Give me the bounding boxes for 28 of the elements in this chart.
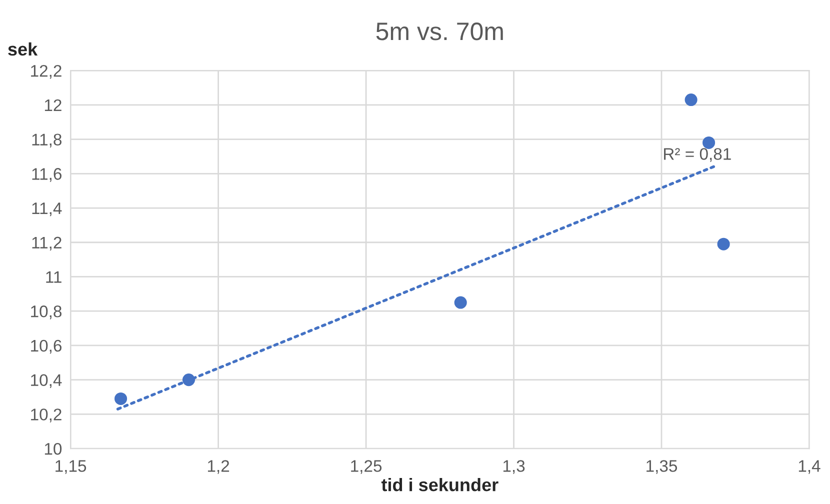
y-tick-label: 10,8 [31,306,62,320]
point [684,93,698,106]
point [182,374,196,386]
chart-title: 5m vs. 70m [376,22,503,40]
x-tick-label: 1,35 [646,460,678,474]
x-axis-title: tid i sekunder [381,478,498,492]
x-tick-label: 1,3 [503,460,525,474]
x-tick-label: 1,15 [56,460,86,474]
y-tick-label: 10,6 [31,340,62,354]
y-tick-label: 11,4 [32,202,62,216]
point [702,136,716,149]
annotation: R² = 0,81 [664,148,731,162]
point [717,238,730,250]
x-tick-label: 1,2 [208,460,230,474]
y-tick-label: 11,8 [32,134,62,148]
y-tick-label: 12 [44,99,62,111]
y-tick-label: 12,2 [31,64,62,79]
y-tick-label: 10,2 [31,408,62,422]
y-tick-label: 11 [46,271,62,283]
y-axis-title: sek [8,42,38,56]
y-tick-label: 11,6 [32,168,62,182]
y-tick-label: 10 [44,442,62,455]
point [454,296,467,309]
y-tick-label: 10,4 [31,374,62,388]
y-tick-label: 11,2 [32,236,62,251]
x-tick-label: 1,4 [798,460,820,474]
point [114,392,128,406]
x-tick-label: 1,25 [351,460,382,474]
